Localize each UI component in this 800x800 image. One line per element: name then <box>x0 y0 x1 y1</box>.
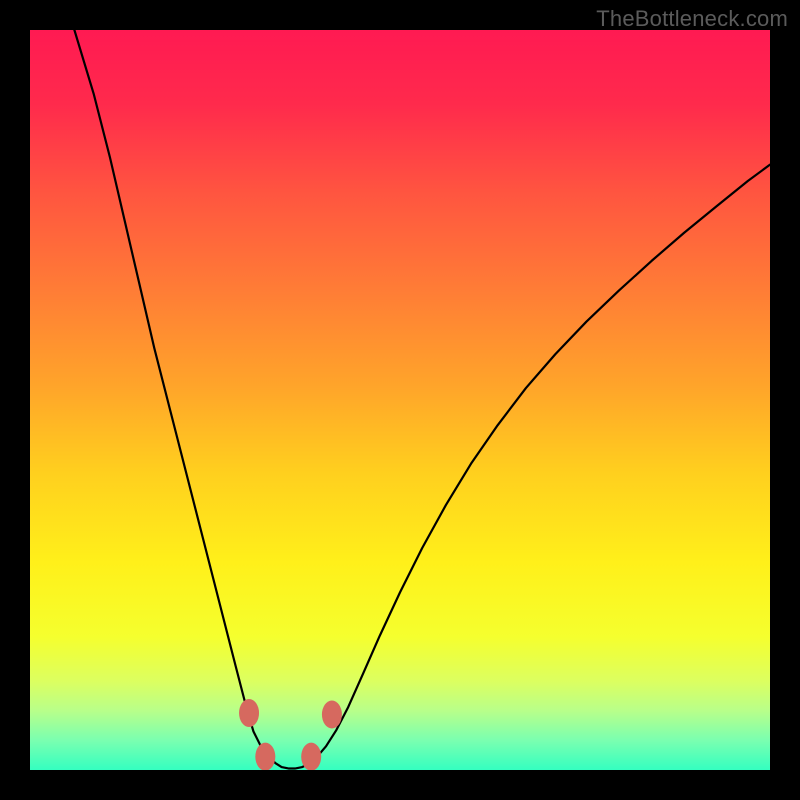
plot-area <box>30 30 770 770</box>
bottleneck-chart: TheBottleneck.com <box>0 0 800 800</box>
gradient-background <box>30 30 770 770</box>
watermark-text: TheBottleneck.com <box>596 6 788 32</box>
